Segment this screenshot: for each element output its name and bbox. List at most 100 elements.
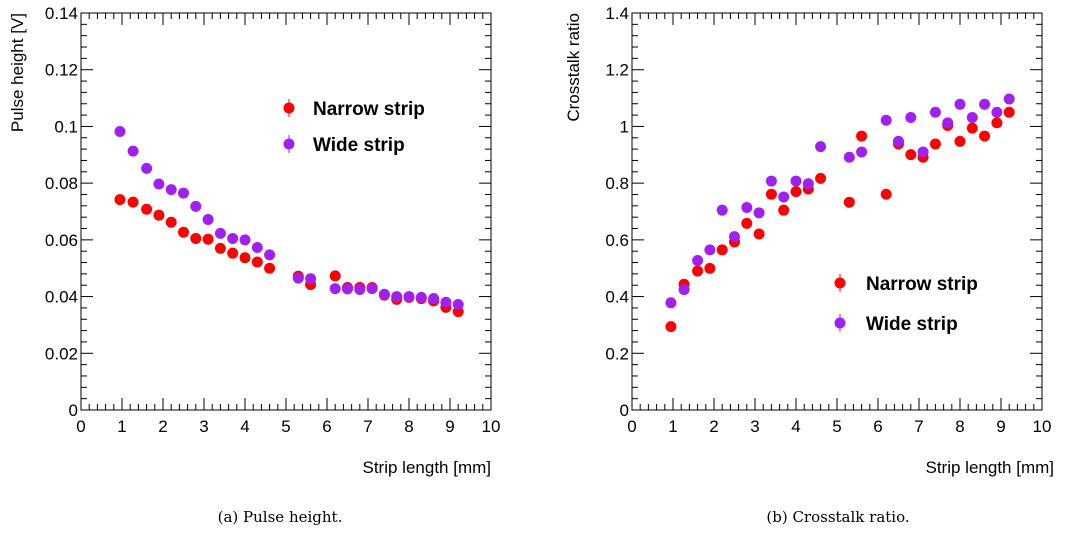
data-point-wide-strip (880, 114, 892, 126)
x-tick-label: 0 (76, 417, 85, 436)
data-point-wide-strip (190, 200, 202, 212)
x-tick-label: 10 (1033, 417, 1052, 436)
data-point-narrow-strip (856, 130, 868, 142)
data-point-narrow-strip (239, 252, 251, 264)
data-point-wide-strip (127, 145, 139, 157)
data-point-narrow-strip (178, 226, 189, 238)
y-tick-label: 0.08 (45, 174, 78, 193)
data-point-narrow-strip (214, 242, 226, 254)
data-point-wide-strip (114, 126, 126, 138)
data-point-narrow-strip (190, 232, 202, 244)
y-tick-label: 0.14 (45, 4, 78, 23)
data-point-narrow-strip (991, 117, 1003, 129)
y-tick-label: 0.06 (45, 231, 78, 250)
data-point-wide-strip (292, 272, 304, 284)
x-tick-label: 7 (914, 417, 923, 436)
legend-label-wide-strip: Wide strip (866, 314, 958, 335)
x-tick-label: 9 (996, 417, 1005, 436)
y-axis-title: Crosstalk ratio (564, 13, 583, 122)
data-point-narrow-strip (778, 204, 790, 216)
data-point-narrow-strip (251, 256, 263, 268)
data-point-narrow-strip (843, 196, 855, 208)
data-point-wide-strip (729, 231, 740, 243)
data-point-narrow-strip (815, 172, 827, 184)
data-point-narrow-strip (202, 233, 214, 245)
data-point-wide-strip (1003, 93, 1015, 105)
data-point-narrow-strip (905, 149, 917, 161)
data-point-narrow-strip (153, 209, 165, 221)
data-point-wide-strip (342, 283, 353, 295)
y-tick-label: 1.4 (605, 4, 629, 23)
pulse-height-panel: 0 1 2 3 4 5 6 7 8 9 10 0 0.02 0.04 0.06 0.08 0.1 0.12 0.14… (8, 4, 500, 526)
data-point-wide-strip (366, 283, 378, 295)
y-tick-label: 1.2 (605, 61, 629, 80)
y-axis-title: Pulse height [V] (8, 13, 27, 132)
legend-marker-narrow-strip (834, 277, 846, 289)
x-axis-title: Strip length [mm] (926, 458, 1055, 477)
y-tick-label: 0.04 (45, 288, 78, 307)
data-point-wide-strip (704, 244, 716, 256)
x-tick-label: 8 (404, 417, 413, 436)
data-point-wide-strip (227, 232, 239, 244)
data-point-narrow-strip (665, 321, 677, 333)
data-point-narrow-strip (929, 138, 941, 150)
data-point-wide-strip (440, 296, 452, 308)
x-tick-label: 6 (873, 417, 882, 436)
data-point-wide-strip (141, 162, 153, 174)
x-tick-label: 8 (955, 417, 964, 436)
x-tick-label: 2 (158, 417, 167, 436)
legend-marker-wide-strip (834, 317, 846, 329)
y-tick-label: 0.8 (605, 174, 629, 193)
figure-caption: (b) Crosstalk ratio. (766, 508, 909, 526)
data-point-narrow-strip (790, 186, 802, 198)
data-point-narrow-strip (979, 130, 991, 142)
x-tick-label: 10 (482, 417, 501, 436)
data-point-narrow-strip (753, 228, 765, 240)
data-point-wide-strip (415, 291, 427, 303)
data-point-narrow-strip (741, 217, 753, 229)
legend-marker-wide-strip (283, 138, 295, 150)
y-tick-label: 0.4 (605, 288, 629, 307)
data-point-narrow-strip (127, 196, 139, 208)
data-point-wide-strip (802, 178, 814, 190)
x-tick-label: 2 (709, 417, 718, 436)
data-point-wide-strip (778, 191, 790, 203)
data-point-narrow-strip (692, 265, 704, 277)
data-point-wide-strip (765, 175, 777, 187)
data-point-narrow-strip (765, 188, 777, 200)
data-point-wide-strip (815, 141, 827, 153)
data-point-narrow-strip (880, 188, 892, 200)
data-point-wide-strip (403, 291, 415, 303)
plot-frame (631, 12, 1043, 411)
data-point-wide-strip (843, 151, 855, 163)
data-point-wide-strip (452, 299, 464, 311)
x-tick-label: 0 (627, 417, 636, 436)
data-point-wide-strip (790, 175, 802, 187)
data-point-wide-strip (942, 117, 954, 129)
x-tick-label: 9 (445, 417, 454, 436)
data-point-narrow-strip (114, 194, 126, 206)
data-point-wide-strip (954, 98, 966, 110)
data-point-narrow-strip (704, 262, 716, 274)
x-tick-label: 5 (832, 417, 841, 436)
y-tick-label: 0.2 (605, 344, 629, 363)
data-point-wide-strip (966, 112, 978, 124)
x-tick-label: 4 (791, 417, 800, 436)
data-point-wide-strip (741, 202, 753, 214)
legend-label-wide-strip: Wide strip (313, 135, 405, 156)
x-tick-label: 7 (363, 417, 372, 436)
x-tick-label: 3 (199, 417, 208, 436)
data-point-wide-strip (391, 291, 403, 303)
legend-label-narrow-strip: Narrow strip (313, 99, 425, 120)
data-point-wide-strip (678, 284, 690, 296)
y-tick-label: 0 (69, 401, 78, 420)
data-point-narrow-strip (227, 247, 239, 259)
data-point-wide-strip (917, 146, 929, 158)
data-point-narrow-strip (264, 262, 276, 274)
data-point-narrow-strip (716, 244, 728, 256)
y-tick-label: 0 (620, 401, 629, 420)
data-point-narrow-strip (954, 135, 966, 147)
x-tick-label: 3 (750, 417, 759, 436)
data-point-narrow-strip (966, 122, 978, 134)
